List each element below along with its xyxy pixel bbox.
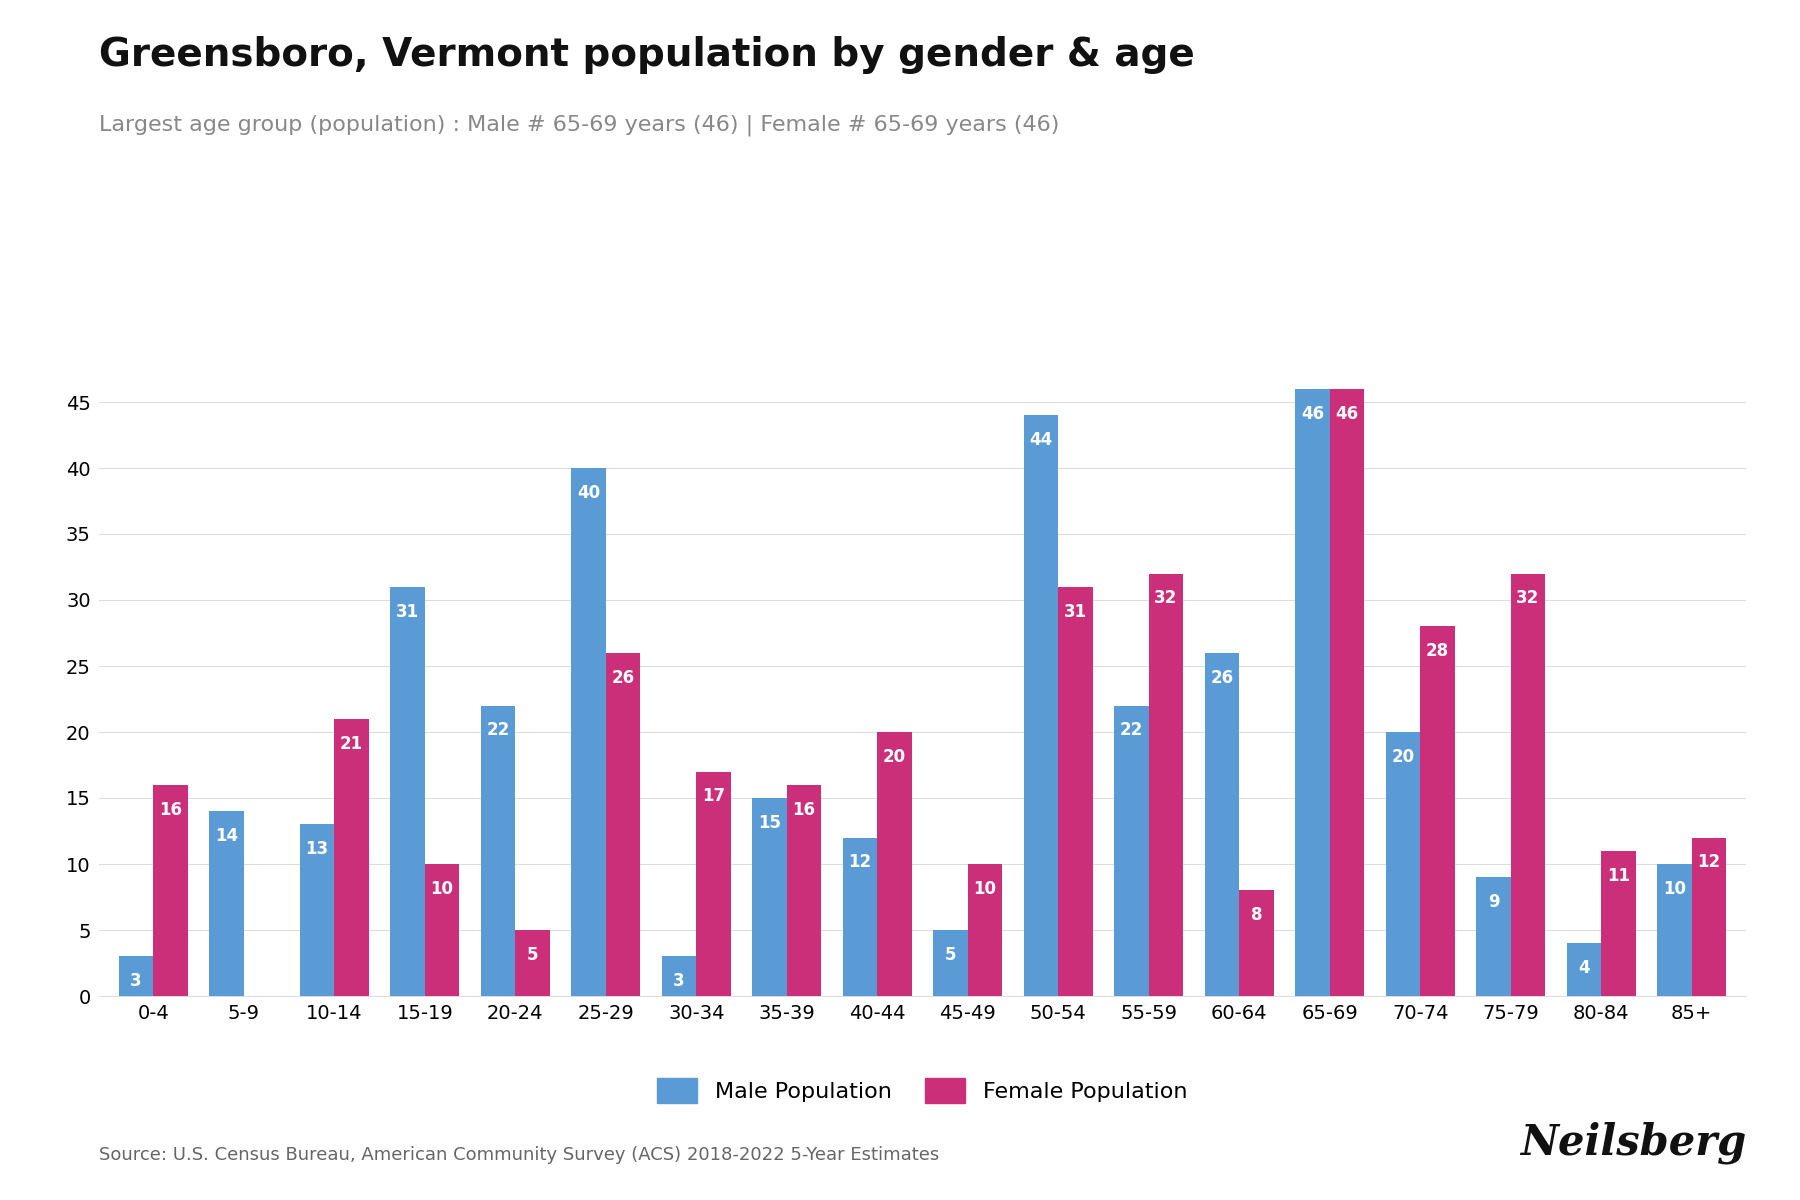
Text: 13: 13 <box>306 840 329 858</box>
Bar <box>1386 732 1420 996</box>
Text: 46: 46 <box>1301 404 1325 422</box>
Text: 10: 10 <box>430 880 454 898</box>
Text: 21: 21 <box>340 734 364 752</box>
Bar <box>119 956 153 996</box>
Bar <box>571 468 607 996</box>
Bar <box>1296 389 1330 996</box>
Text: 16: 16 <box>792 800 815 818</box>
Bar <box>787 785 821 996</box>
Text: 31: 31 <box>396 602 419 620</box>
Bar <box>1204 653 1238 996</box>
Text: 10: 10 <box>1663 880 1687 898</box>
Text: 20: 20 <box>882 748 905 766</box>
Text: Source: U.S. Census Bureau, American Community Survey (ACS) 2018-2022 5-Year Est: Source: U.S. Census Bureau, American Com… <box>99 1146 940 1164</box>
Bar <box>1692 838 1726 996</box>
Bar <box>1566 943 1602 996</box>
Text: 15: 15 <box>758 814 781 832</box>
Text: 12: 12 <box>1697 853 1721 871</box>
Bar <box>1602 851 1636 996</box>
Text: 32: 32 <box>1516 589 1539 607</box>
Bar <box>1238 890 1274 996</box>
Bar <box>481 706 515 996</box>
Bar <box>1658 864 1692 996</box>
Bar <box>607 653 641 996</box>
Text: 3: 3 <box>673 972 684 990</box>
Text: 26: 26 <box>1210 668 1233 686</box>
Bar <box>697 772 731 996</box>
Bar <box>968 864 1003 996</box>
Bar <box>153 785 187 996</box>
Text: 31: 31 <box>1064 602 1087 620</box>
Text: 22: 22 <box>1120 721 1143 739</box>
Bar <box>662 956 697 996</box>
Bar <box>1148 574 1183 996</box>
Text: 28: 28 <box>1426 642 1449 660</box>
Bar <box>425 864 459 996</box>
Text: 40: 40 <box>578 484 599 502</box>
Bar <box>1510 574 1544 996</box>
Text: 16: 16 <box>158 800 182 818</box>
Bar <box>1476 877 1510 996</box>
Bar <box>1024 415 1058 996</box>
Bar <box>335 719 369 996</box>
Text: 5: 5 <box>527 946 538 964</box>
Text: Greensboro, Vermont population by gender & age: Greensboro, Vermont population by gender… <box>99 36 1195 74</box>
Text: 20: 20 <box>1391 748 1415 766</box>
Text: Neilsberg: Neilsberg <box>1519 1122 1746 1164</box>
Bar <box>391 587 425 996</box>
Text: 26: 26 <box>612 668 635 686</box>
Text: 44: 44 <box>1030 431 1053 449</box>
Bar <box>877 732 911 996</box>
Bar <box>515 930 549 996</box>
Text: 9: 9 <box>1489 893 1499 911</box>
Text: 10: 10 <box>974 880 997 898</box>
Bar <box>209 811 243 996</box>
Bar <box>1420 626 1454 996</box>
Text: Largest age group (population) : Male # 65-69 years (46) | Female # 65-69 years : Largest age group (population) : Male # … <box>99 114 1060 136</box>
Legend: Male Population, Female Population: Male Population, Female Population <box>646 1067 1199 1115</box>
Text: 3: 3 <box>130 972 142 990</box>
Bar <box>752 798 787 996</box>
Text: 5: 5 <box>945 946 956 964</box>
Text: 4: 4 <box>1579 959 1589 977</box>
Text: 8: 8 <box>1251 906 1262 924</box>
Text: 14: 14 <box>214 827 238 845</box>
Bar <box>1330 389 1364 996</box>
Text: 22: 22 <box>486 721 509 739</box>
Bar <box>934 930 968 996</box>
Bar <box>1058 587 1093 996</box>
Text: 11: 11 <box>1607 866 1631 884</box>
Bar <box>301 824 335 996</box>
Text: 17: 17 <box>702 787 725 805</box>
Text: 32: 32 <box>1154 589 1177 607</box>
Bar <box>842 838 877 996</box>
Bar <box>1114 706 1148 996</box>
Text: 46: 46 <box>1336 404 1359 422</box>
Text: 12: 12 <box>848 853 871 871</box>
